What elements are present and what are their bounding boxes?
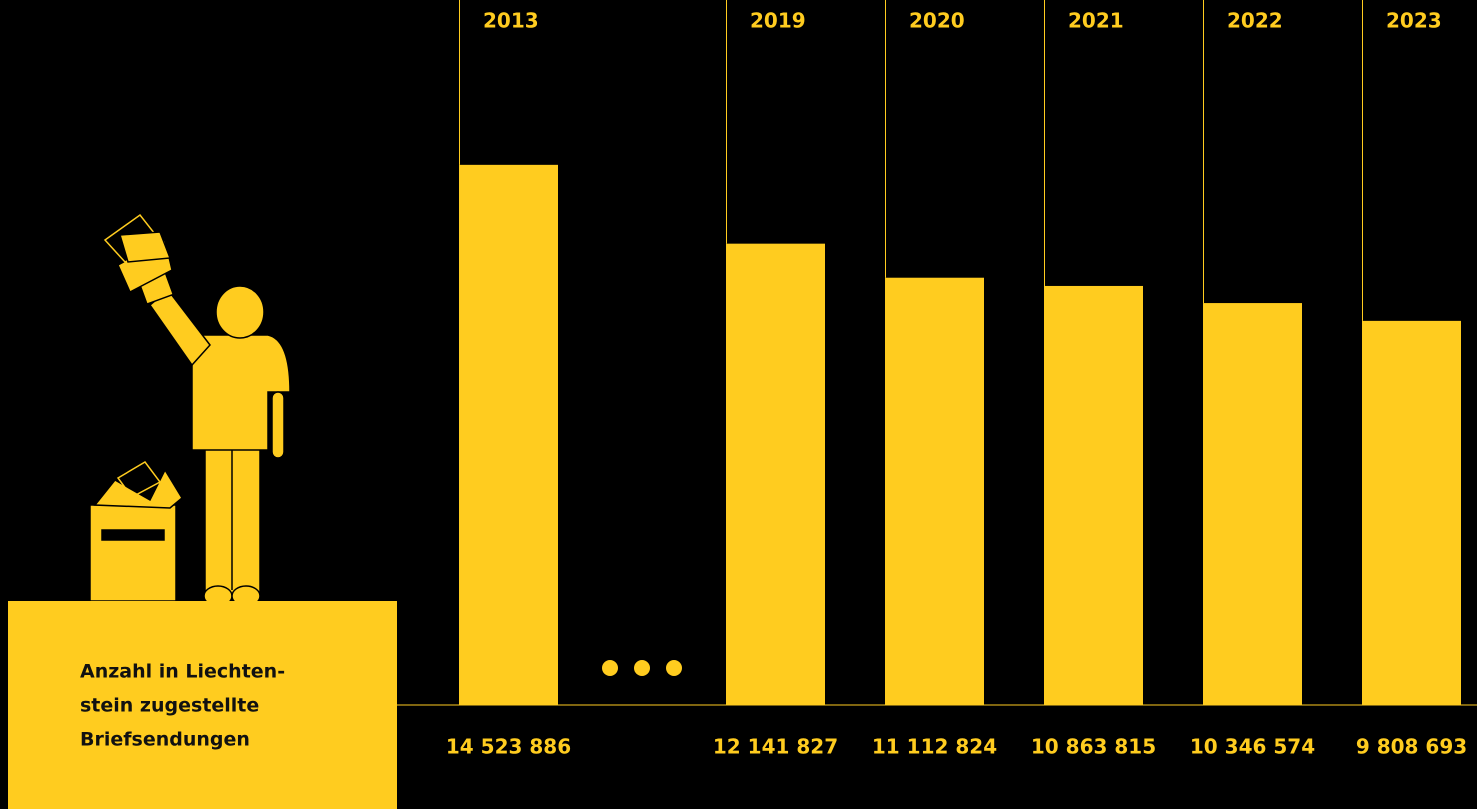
illustration xyxy=(89,213,291,607)
year-label: 2013 xyxy=(483,9,539,33)
ellipsis-dot xyxy=(602,660,618,676)
year-label: 2021 xyxy=(1068,9,1124,33)
chart-title: Briefsendungen xyxy=(80,729,250,751)
bar xyxy=(885,277,984,705)
chart-title: stein zugestellte xyxy=(80,695,259,717)
ellipsis-dot xyxy=(666,660,682,676)
value-label: 12 141 827 xyxy=(713,735,838,759)
bar xyxy=(1362,320,1461,705)
chart-title: Anzahl in Liechten- xyxy=(80,661,285,683)
value-label: 11 112 824 xyxy=(872,735,997,759)
year-label: 2020 xyxy=(909,9,965,33)
value-label: 10 863 815 xyxy=(1031,735,1156,759)
year-label: 2022 xyxy=(1227,9,1283,33)
bar xyxy=(459,164,558,705)
value-label: 10 346 574 xyxy=(1190,735,1315,759)
bar xyxy=(1044,285,1143,705)
year-label: 2019 xyxy=(750,9,806,33)
value-label: 9 808 693 xyxy=(1356,735,1467,759)
ellipsis-dot xyxy=(634,660,650,676)
year-label: 2023 xyxy=(1386,9,1442,33)
value-label: 14 523 886 xyxy=(446,735,571,759)
bar xyxy=(726,243,825,705)
title-box xyxy=(8,601,397,809)
bar xyxy=(1203,303,1302,705)
